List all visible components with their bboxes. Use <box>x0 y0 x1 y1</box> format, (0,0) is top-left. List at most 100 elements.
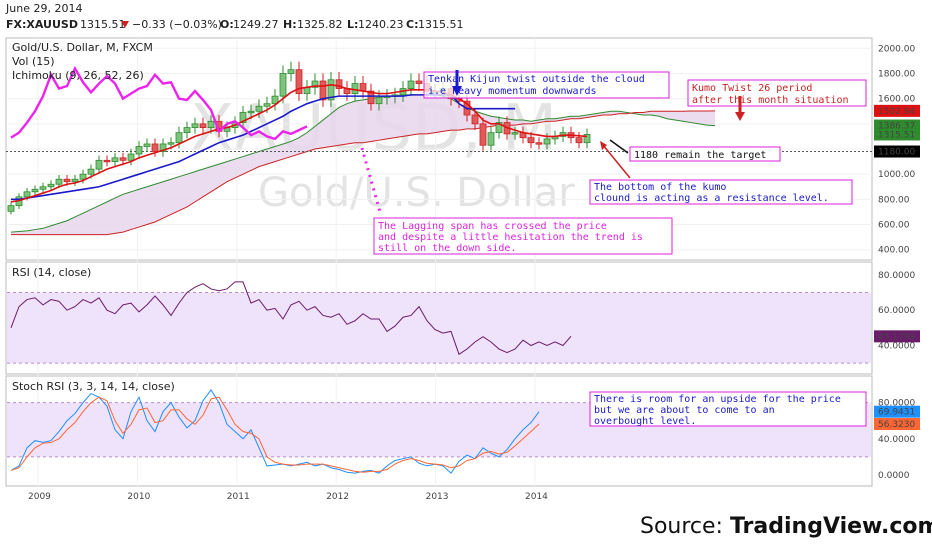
header-last: 1315.51 <box>80 18 126 31</box>
candle-body <box>127 153 135 161</box>
candle-body <box>23 191 31 198</box>
candle-body <box>167 142 175 145</box>
annotation-line: but we are about to come to an <box>594 405 775 416</box>
candle-body <box>583 134 591 144</box>
header-symbol: FX:XAUUSD <box>6 18 78 31</box>
candle-body <box>327 79 335 101</box>
annotation-lagging-span: The Lagging span has crossed the price a… <box>360 147 673 255</box>
price-y-tick-label: 400.00 <box>878 246 910 256</box>
rsi-y-tick-label: 60.0000 <box>878 306 915 316</box>
candle-body <box>575 137 583 144</box>
header-l-label: L: <box>347 18 358 31</box>
source-prefix: Source: <box>640 514 730 539</box>
chikou-span-line <box>10 65 308 141</box>
candle-body <box>407 80 415 89</box>
candle-body <box>55 178 63 185</box>
price-y-tick-label: 1800.00 <box>878 69 915 79</box>
candle-body <box>143 143 151 147</box>
annotation-line: clound is acting as a resistance level. <box>594 193 829 204</box>
candle-body <box>199 123 207 129</box>
header-change: −0.33 (−0.03%) <box>132 18 222 31</box>
annotation-kumo-twist: Kumo Twist 26 period after this month si… <box>687 79 867 121</box>
down-arrow-icon <box>121 21 129 28</box>
candle-body <box>535 142 543 145</box>
senkou-span-a-line <box>10 94 716 233</box>
x-tick-label: 2011 <box>227 492 250 502</box>
x-tick-label: 2010 <box>127 492 150 502</box>
annotation-line: There is room for an upside for the pric… <box>594 394 841 405</box>
candle-body <box>119 157 127 161</box>
header-o-label: O: <box>220 18 234 31</box>
senkou-span-b-line <box>11 110 716 236</box>
annotation-line: Kumo Twist 26 period <box>692 83 812 94</box>
candle-body <box>495 122 503 134</box>
header-c-label: C: <box>406 18 418 31</box>
stoch-panel[interactable] <box>5 375 873 487</box>
source-brand: TradingView.com <box>729 514 932 539</box>
price-label: 1386.37 <box>878 122 915 132</box>
stoch-y-tick-label: 40.0000 <box>878 435 915 445</box>
candle-body <box>415 80 423 84</box>
candle-body <box>543 138 551 145</box>
price-label-tag <box>874 128 920 141</box>
annotation-line: The bottom of the kumo <box>594 182 726 193</box>
rsi-title: RSI (14, close) <box>12 266 91 279</box>
rsi-y-tick-label: 80.0000 <box>878 271 915 281</box>
source-credit: Source: TradingView.com <box>640 514 932 539</box>
candle-body <box>63 178 71 183</box>
candle-body <box>487 132 495 146</box>
annotation-target: 1180 remain the target <box>609 139 781 162</box>
header-low: 1240.23 <box>358 18 404 31</box>
candle-body <box>263 103 271 107</box>
stoch-k-tag <box>874 405 920 418</box>
legend-ichimoku: Ichimoku (9, 26, 52, 26) <box>12 69 144 82</box>
price-y-tick-label: 2000.00 <box>878 44 915 54</box>
candle-body <box>271 95 279 105</box>
stoch-y-tick-label: 80.0000 <box>878 399 915 409</box>
annotation-tenkan-kijun: Tenkan Kijun twist outside the cloud i.e… <box>423 70 670 99</box>
candle-body <box>87 168 95 175</box>
price-y-tick-label: 600.00 <box>878 221 910 231</box>
stoch-d-tag <box>874 418 920 431</box>
rsi-last-label: 45.1799 <box>878 332 915 342</box>
price-y-tick-label: 1600.00 <box>878 95 915 105</box>
header-high: 1325.82 <box>297 18 343 31</box>
candle-body <box>247 110 255 114</box>
candle-body <box>239 112 247 123</box>
stoch-y-tick-label: 0.0000 <box>878 471 910 481</box>
candle-body <box>255 105 263 112</box>
candle-body <box>79 173 87 180</box>
candle-body <box>175 132 183 144</box>
candle-body <box>95 159 103 170</box>
annotation-line: still on the down side. <box>378 243 516 254</box>
candle-body <box>111 157 119 162</box>
price-label-tag <box>874 104 920 117</box>
candle-body <box>367 90 375 105</box>
price-label-tag <box>874 145 920 158</box>
candle-body <box>319 80 327 101</box>
price-y-tick-label: 1000.00 <box>878 170 915 180</box>
candle-body <box>39 186 47 190</box>
annotation-line: 1180 remain the target <box>634 150 766 161</box>
kumo-cloud <box>11 94 715 235</box>
annotation-kumo-bottom: The bottom of the kumo clound is acting … <box>589 141 853 205</box>
annotation-line: after this month situation <box>692 95 849 106</box>
rsi-panel[interactable] <box>5 261 873 375</box>
candle-body <box>375 96 383 105</box>
stoch-title: Stoch RSI (3, 3, 14, 14, close) <box>12 380 175 393</box>
x-tick-label: 2014 <box>525 492 548 502</box>
candle-body <box>135 146 143 155</box>
rsi-y-tick-label: 40.0000 <box>878 342 915 352</box>
stoch-k-label: 69.9431 <box>878 408 915 418</box>
rsi-band <box>7 292 871 364</box>
candle-body <box>103 159 111 163</box>
candle-body <box>31 188 39 193</box>
candle-body <box>183 127 191 134</box>
stoch-d-line <box>10 396 540 473</box>
candle-body <box>527 137 535 144</box>
x-tick-label: 2009 <box>28 492 51 502</box>
price-chart-title: Gold/U.S. Dollar, M, FXCM <box>12 41 153 54</box>
candle-body <box>207 120 215 129</box>
tenkan-sen-line <box>10 83 588 203</box>
